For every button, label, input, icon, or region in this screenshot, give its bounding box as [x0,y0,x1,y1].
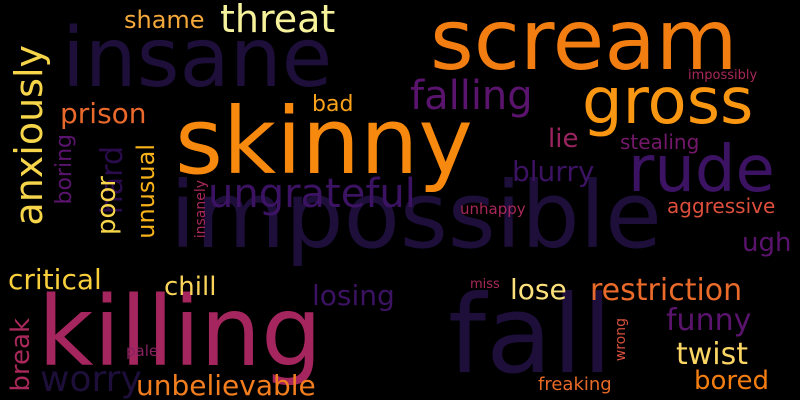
word-critical: critical [8,263,102,296]
word-pale: pale [126,342,159,360]
word-chill: chill [164,272,217,302]
word-losing: losing [312,279,395,312]
word-scream: scream [430,0,738,89]
word-miss: miss [470,277,500,292]
word-unusual: unusual [132,144,160,239]
word-shame: shame [124,6,205,34]
word-blurry: blurry [512,155,595,188]
word-poor: poor [92,176,122,236]
word-ungrateful: ungrateful [208,171,416,217]
word-lie: lie [548,124,579,154]
word-worry: worry [40,359,142,400]
word-impossibly: impossibly [688,68,758,83]
word-skinny: skinny [175,88,473,195]
word-break: break [6,318,36,392]
word-unhappy: unhappy [460,200,526,218]
word-threat: threat [220,0,336,41]
word-bad: bad [312,92,354,117]
word-aggressive: aggressive [667,194,776,218]
word-gross: gross [582,65,754,139]
word-lose: lose [510,273,567,306]
word-impossible: impossible [170,162,662,269]
word-funny: funny [666,303,752,338]
word-wrong: wrong [613,318,629,362]
word-falling: falling [410,73,533,119]
word-stealing: stealing [620,130,700,154]
word-insane: insane [62,11,333,106]
word-killing: killing [38,276,323,388]
word-bored: bored [694,366,770,396]
word-ugh: ugh [742,228,792,258]
word-insanely: insanely [193,180,209,239]
word-anxiously: anxiously [7,45,51,226]
word-fall: fall [448,273,613,398]
word-boring: boring [52,134,77,205]
word-twist: twist [676,337,749,372]
word-restriction: restriction [590,273,743,308]
word-rude: rude [628,133,775,207]
word-prison: prison [60,97,147,130]
word-freaking: freaking [538,374,612,395]
word-unbelievable: unbelievable [136,369,316,400]
